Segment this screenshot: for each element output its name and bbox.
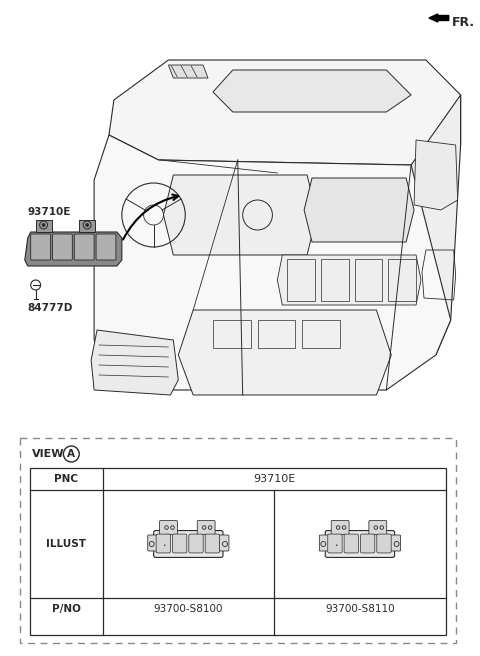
FancyBboxPatch shape xyxy=(369,521,387,535)
Bar xyxy=(213,320,251,348)
Circle shape xyxy=(42,224,45,226)
Polygon shape xyxy=(168,65,208,78)
FancyBboxPatch shape xyxy=(172,534,187,553)
Bar xyxy=(20,438,456,643)
FancyBboxPatch shape xyxy=(189,534,203,553)
Polygon shape xyxy=(91,330,178,395)
Polygon shape xyxy=(79,220,95,232)
Text: 84777D: 84777D xyxy=(28,303,73,313)
FancyBboxPatch shape xyxy=(197,521,215,535)
Bar xyxy=(355,259,383,301)
FancyBboxPatch shape xyxy=(360,534,375,553)
Bar xyxy=(287,259,315,301)
FancyBboxPatch shape xyxy=(154,531,223,558)
Polygon shape xyxy=(414,140,457,210)
Text: FR.: FR. xyxy=(452,16,475,30)
Bar xyxy=(302,320,340,348)
Text: 93700-S8110: 93700-S8110 xyxy=(325,604,395,614)
Text: A: A xyxy=(67,449,75,459)
Text: VIEW: VIEW xyxy=(32,449,64,459)
Bar xyxy=(321,259,348,301)
FancyBboxPatch shape xyxy=(328,534,342,553)
Text: PNC: PNC xyxy=(54,474,78,484)
FancyBboxPatch shape xyxy=(325,531,395,558)
FancyBboxPatch shape xyxy=(31,234,50,260)
FancyBboxPatch shape xyxy=(377,534,391,553)
Text: •: • xyxy=(162,543,166,548)
FancyBboxPatch shape xyxy=(344,534,359,553)
FancyArrow shape xyxy=(429,14,449,22)
Text: 93710E: 93710E xyxy=(28,207,71,217)
FancyBboxPatch shape xyxy=(96,234,116,260)
FancyBboxPatch shape xyxy=(52,234,72,260)
Polygon shape xyxy=(304,178,414,242)
Text: 93700-S8100: 93700-S8100 xyxy=(154,604,223,614)
Circle shape xyxy=(86,224,89,226)
Polygon shape xyxy=(213,70,411,112)
FancyBboxPatch shape xyxy=(148,535,157,551)
FancyBboxPatch shape xyxy=(331,521,349,535)
Text: •: • xyxy=(334,543,337,548)
Polygon shape xyxy=(36,220,51,232)
Polygon shape xyxy=(25,232,122,266)
FancyBboxPatch shape xyxy=(205,534,219,553)
FancyBboxPatch shape xyxy=(156,534,170,553)
Polygon shape xyxy=(94,135,451,390)
Bar xyxy=(258,320,295,348)
Polygon shape xyxy=(178,310,391,395)
Text: P/NO: P/NO xyxy=(52,604,81,614)
Polygon shape xyxy=(277,255,421,305)
Polygon shape xyxy=(164,175,317,255)
Bar xyxy=(388,259,416,301)
Text: 93710E: 93710E xyxy=(253,474,295,484)
Polygon shape xyxy=(109,60,461,165)
Polygon shape xyxy=(411,95,461,355)
FancyBboxPatch shape xyxy=(160,521,178,535)
FancyBboxPatch shape xyxy=(219,535,229,551)
FancyBboxPatch shape xyxy=(74,234,94,260)
Text: ILLUST: ILLUST xyxy=(46,539,86,549)
Bar xyxy=(30,468,446,635)
FancyBboxPatch shape xyxy=(319,535,329,551)
FancyBboxPatch shape xyxy=(391,535,401,551)
